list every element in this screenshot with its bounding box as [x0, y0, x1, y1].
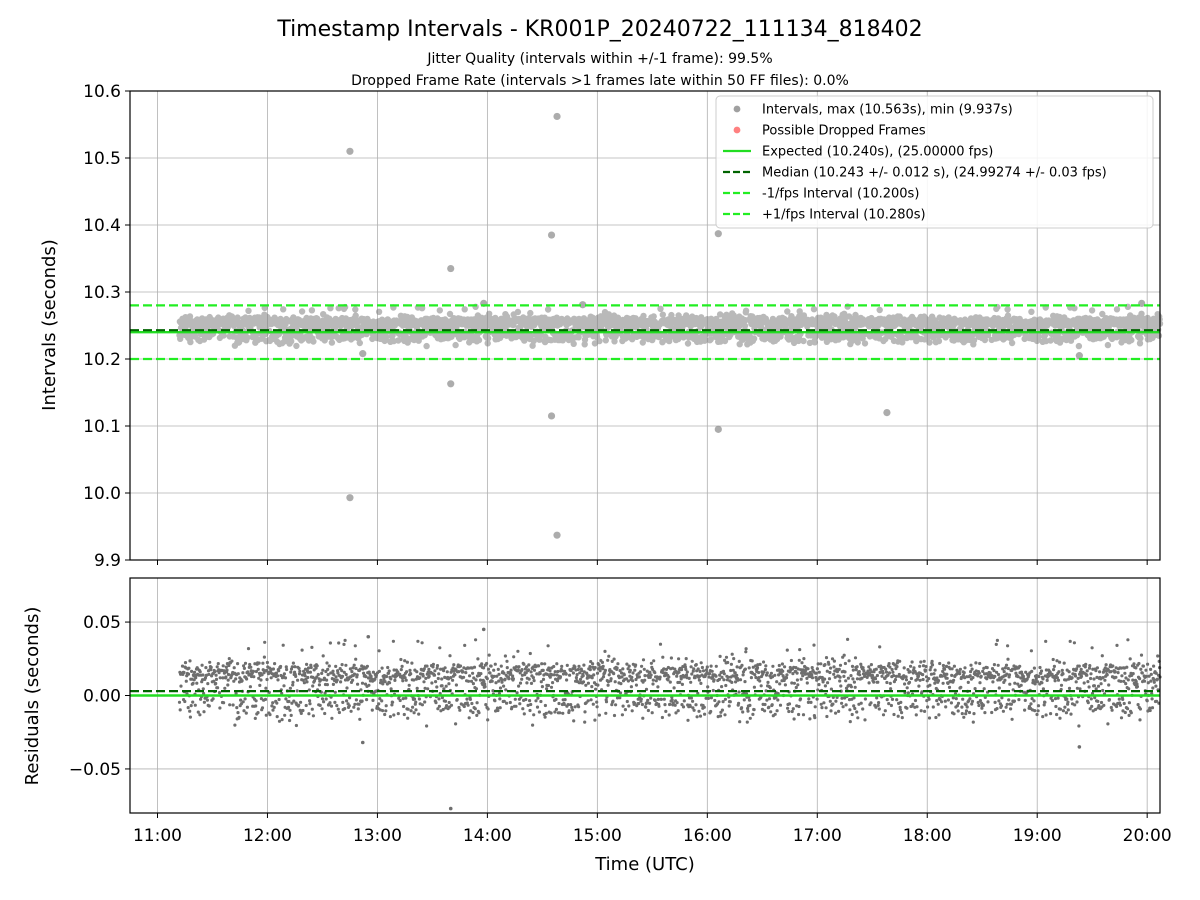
residuals-reference-lines: [130, 689, 1160, 697]
residuals-y-ticks: −0.05 0.00 0.05: [69, 613, 130, 780]
residual-outlier-point: [481, 627, 486, 632]
x-tick-label: 16:00: [683, 826, 732, 846]
interval-outlier-point: [359, 350, 367, 358]
intervals-y-tick-label: 10.6: [83, 82, 121, 102]
residuals-y-tick-label: −0.05: [69, 760, 121, 780]
residual-points-band: [177, 637, 1162, 728]
legend-entry: Median (10.243 +/- 0.012 s), (24.99274 +…: [723, 166, 1107, 181]
interval-outlier-point: [579, 301, 587, 309]
legend-entry: Intervals, max (10.563s), min (9.937s): [733, 103, 1013, 118]
legend-box: [715, 95, 1154, 229]
legend-entry: Expected (10.240s), (25.00000 fps): [723, 145, 993, 160]
legend-label: -1/fps Interval (10.200s): [762, 187, 919, 202]
legend-entry: +1/fps Interval (10.280s): [723, 208, 926, 223]
intervals-y-ticks: 9.9 10.0 10.1 10.2 10.3 10.4 10.5 10.6: [83, 82, 130, 571]
residuals-points: [177, 627, 1162, 811]
intervals-y-tick-label: 10.3: [83, 283, 121, 303]
x-tick-label: 13:00: [353, 826, 402, 846]
legend-entry: -1/fps Interval (10.200s): [723, 187, 919, 202]
residuals-y-tick-label: 0.00: [83, 687, 121, 707]
legend-marker: [733, 126, 741, 134]
residual-outlier-point: [1077, 745, 1082, 749]
chart-title: Timestamp Intervals - KR001P_20240722_11…: [276, 17, 922, 42]
residual-outlier-point: [360, 740, 365, 745]
x-tick-label: 17:00: [793, 826, 842, 846]
residuals-panel: −0.050.000.05 11:00 12:00 13:00 14:00 15:00 1…: [22, 577, 1172, 875]
intervals-axes-frame: [129, 90, 1161, 561]
x-tick-label: 12:00: [243, 826, 292, 846]
jitter-quality-subtitle: Jitter Quality (intervals within +/-1 fr…: [426, 51, 772, 67]
legend-label: Expected (10.240s), (25.00000 fps): [762, 145, 993, 160]
interval-outlier-point: [547, 412, 556, 420]
intervals-y-axis-label: Intervals (seconds): [39, 239, 60, 411]
interval-outlier-point: [883, 409, 891, 417]
x-tick-label: 20:00: [1123, 826, 1172, 846]
x-tick-label: 11:00: [133, 826, 182, 846]
interval-outlier-point: [714, 425, 722, 433]
dropped-frame-rate-subtitle: Dropped Frame Rate (intervals >1 frames …: [351, 73, 849, 89]
x-tick-label: 18:00: [903, 826, 952, 846]
legend-label: +1/fps Interval (10.280s): [762, 208, 926, 223]
intervals-y-tick-label: 10.0: [83, 484, 121, 504]
interval-outlier-point: [447, 380, 455, 388]
intervals-reference-lines: [130, 304, 1160, 361]
interval-outlier-point: [553, 112, 561, 121]
legend: Intervals, max (10.563s), min (9.937s) Po…: [715, 95, 1154, 229]
residuals-y-axis-label: Residuals (seconds): [22, 607, 43, 786]
residuals-y-tick-label: 0.05: [83, 613, 121, 633]
interval-outlier-point: [447, 264, 455, 273]
intervals-y-tick-label: 10.5: [83, 149, 121, 169]
intervals-y-tick-label: 10.1: [83, 417, 121, 437]
x-tick-label: 14:00: [463, 826, 512, 846]
x-axis-label: Time (UTC): [594, 854, 695, 875]
legend-marker: [733, 105, 741, 113]
interval-outlier-point: [714, 230, 722, 238]
interval-outlier-point: [346, 494, 354, 502]
residual-outlier-point: [448, 806, 453, 811]
interval-outlier-point: [547, 231, 556, 239]
residuals-x-ticks: 11:00 12:00 13:00 14:00 15:00 16:00 17:00 18:00…: [133, 813, 1172, 846]
legend-label: Median (10.243 +/- 0.012 s), (24.99274 +…: [762, 166, 1107, 181]
legend-label: Possible Dropped Frames: [762, 124, 926, 139]
interval-outlier-point: [553, 531, 561, 539]
interval-points-band: [176, 303, 1164, 350]
intervals-y-tick-label: 9.9: [94, 551, 121, 571]
legend-entry: Possible Dropped Frames: [733, 124, 926, 139]
x-tick-label: 19:00: [1013, 826, 1062, 846]
intervals-y-tick-label: 10.2: [83, 350, 121, 370]
interval-outlier-point: [346, 147, 354, 155]
x-tick-label: 15:00: [573, 826, 622, 846]
interval-outlier-point: [1075, 352, 1083, 360]
intervals-y-tick-label: 10.4: [83, 216, 121, 236]
legend-label: Intervals, max (10.563s), min (9.937s): [762, 103, 1013, 118]
residual-outlier-point: [366, 634, 371, 639]
intervals-x-ticks: [156, 560, 1148, 565]
